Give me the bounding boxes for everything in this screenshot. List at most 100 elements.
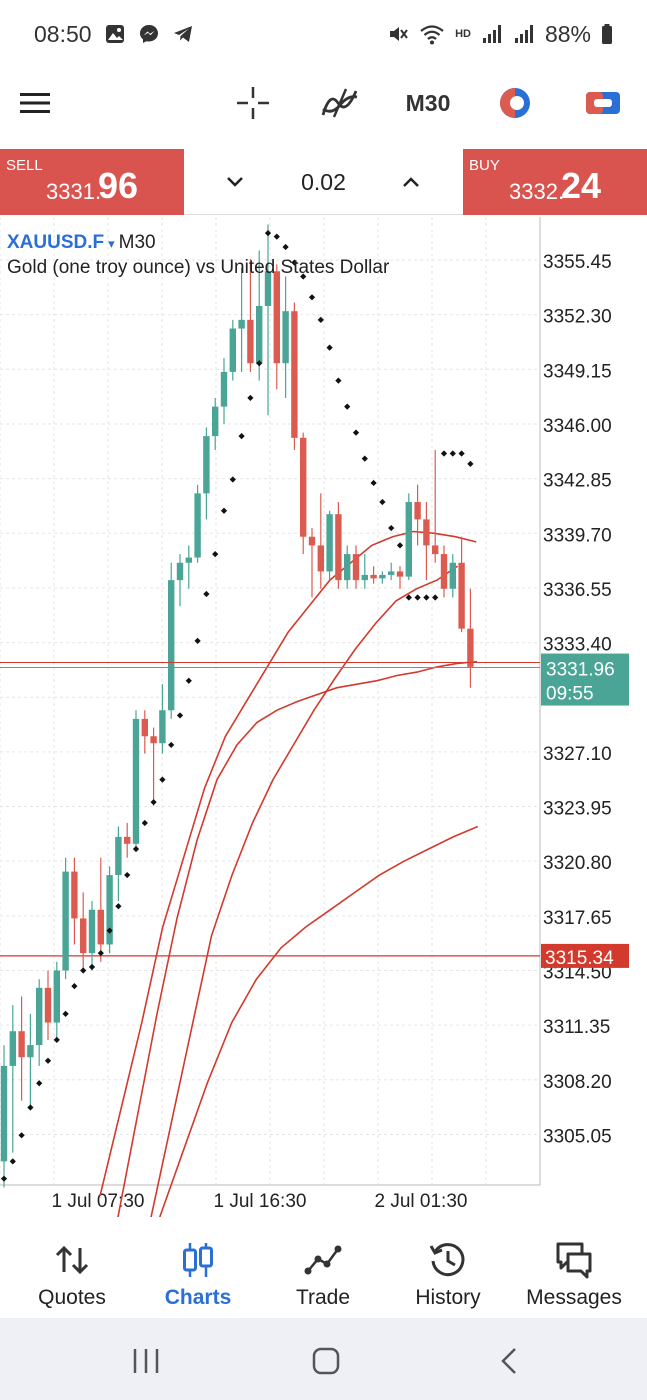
candle-body [115, 836, 122, 876]
symbol-description: Gold (one troy ounce) vs United States D… [7, 257, 390, 278]
candle-body [220, 371, 228, 407]
sar-dot [53, 1036, 60, 1043]
messenger-icon [139, 25, 158, 43]
bid-price-tag [541, 653, 629, 706]
chart-symbol-header: XAUUSD.F ▾ M30 [7, 232, 156, 254]
candle-body [388, 571, 395, 575]
candle-body [212, 406, 219, 437]
candle-body [150, 736, 157, 744]
sar-dot [0, 1175, 8, 1182]
candle-body [36, 987, 43, 1046]
indicators-icon [321, 88, 358, 118]
sar-dot [238, 432, 245, 440]
candle-body [300, 437, 307, 537]
sar-dot [379, 498, 386, 506]
sar-dot [220, 507, 228, 514]
sar-dot [36, 1080, 43, 1087]
candle-body [335, 514, 342, 581]
candle-body [432, 545, 439, 555]
back-icon[interactable] [494, 1346, 526, 1376]
candle-body [467, 628, 474, 667]
menu-icon [20, 93, 50, 113]
sar-dot [141, 819, 148, 827]
sar-dot [282, 243, 289, 251]
toggle-button[interactable] [580, 78, 626, 128]
symbol-name[interactable]: XAUUSD.F [7, 232, 105, 253]
sar-dot [194, 637, 201, 644]
candle-body [44, 987, 52, 1023]
candle-body [440, 554, 448, 589]
timeframe-button[interactable]: M30 [398, 78, 458, 128]
candle-body [308, 536, 316, 546]
sell-button[interactable]: SELL 3331. 96 [0, 149, 184, 215]
home-icon[interactable] [310, 1346, 342, 1376]
sar-dot [335, 377, 342, 384]
y-tick-label: 3320.80 [543, 853, 612, 874]
candle-body [194, 493, 201, 558]
crosshair-icon [237, 87, 269, 119]
nav-trade[interactable]: Trade [273, 1218, 373, 1318]
symbol-timeframe: M30 [118, 232, 156, 253]
color-scheme-button[interactable] [492, 78, 538, 128]
candle-body [168, 580, 175, 711]
sar-dot [229, 476, 236, 483]
nav-label: Quotes [38, 1286, 106, 1309]
sar-dot [88, 963, 96, 971]
moving-average-line [117, 660, 478, 1217]
sar-dot [432, 594, 439, 601]
candle-body [370, 574, 377, 579]
nav-label: Charts [164, 1286, 232, 1309]
volume-control: 0.02 [184, 149, 463, 215]
sar-dot [388, 524, 395, 532]
nav-messages[interactable]: Messages [520, 1218, 628, 1318]
sar-dot [308, 294, 316, 301]
sell-price-main: 3331. [46, 179, 102, 204]
price-chart[interactable]: 3355.45 3352.30 3349.15 3346.00 3342.85 3339.… [0, 217, 647, 1217]
symbol-caret-icon[interactable]: ▾ [108, 236, 115, 251]
candle-body [414, 502, 421, 520]
color-scheme-icon [500, 88, 530, 118]
crosshair-button[interactable] [230, 78, 276, 128]
x-tick-label: 1 Jul 07:30 [52, 1191, 145, 1212]
bid-price-label: 3331.96 [546, 660, 615, 681]
nav-charts[interactable]: Charts [148, 1218, 248, 1318]
sar-dot [361, 455, 368, 462]
battery-icon [602, 24, 612, 44]
buy-button[interactable]: BUY 3332. 24 [463, 149, 647, 215]
sar-dot [71, 982, 78, 990]
candle-body [352, 554, 360, 581]
chart-canvas[interactable]: 3355.45 3352.30 3349.15 3346.00 3342.85 3339.… [0, 217, 647, 1217]
level-price-tag [541, 943, 629, 968]
sar-dot [132, 845, 140, 853]
candle-body [396, 571, 404, 577]
y-tick-label: 3308.20 [543, 1072, 612, 1093]
candle-body [229, 328, 236, 372]
moving-average-line [150, 565, 458, 1217]
nav-quotes[interactable]: Quotes [22, 1218, 122, 1318]
candle-body [124, 836, 131, 844]
y-tick-label: 3339.70 [543, 525, 612, 546]
gallery-icon [105, 25, 124, 43]
y-tick-label: 3336.55 [543, 580, 612, 601]
sell-price-big: 96 [98, 165, 139, 206]
candle-body [0, 1065, 8, 1162]
indicators-button[interactable] [316, 78, 364, 128]
nav-history[interactable]: History [398, 1218, 498, 1318]
candle-body [27, 1045, 34, 1058]
chart-toolbar: M30 [0, 68, 647, 138]
menu-button[interactable] [14, 78, 56, 128]
messages-icon [556, 1242, 592, 1279]
volume-decrease-button[interactable] [220, 167, 250, 197]
y-tick-label: 3346.00 [543, 416, 612, 437]
y-tick-label: 3327.10 [543, 744, 612, 765]
candle-body [18, 1031, 25, 1058]
buy-price-main: 3332. [509, 179, 565, 204]
candle-body [291, 311, 298, 438]
candle-body [449, 562, 456, 589]
recents-icon[interactable] [130, 1346, 162, 1376]
candle-body [344, 554, 351, 581]
sar-dot [423, 594, 430, 601]
volume-value[interactable]: 0.02 [301, 169, 346, 195]
y-tick-label: 3305.05 [543, 1126, 612, 1147]
volume-increase-button[interactable] [396, 167, 426, 197]
